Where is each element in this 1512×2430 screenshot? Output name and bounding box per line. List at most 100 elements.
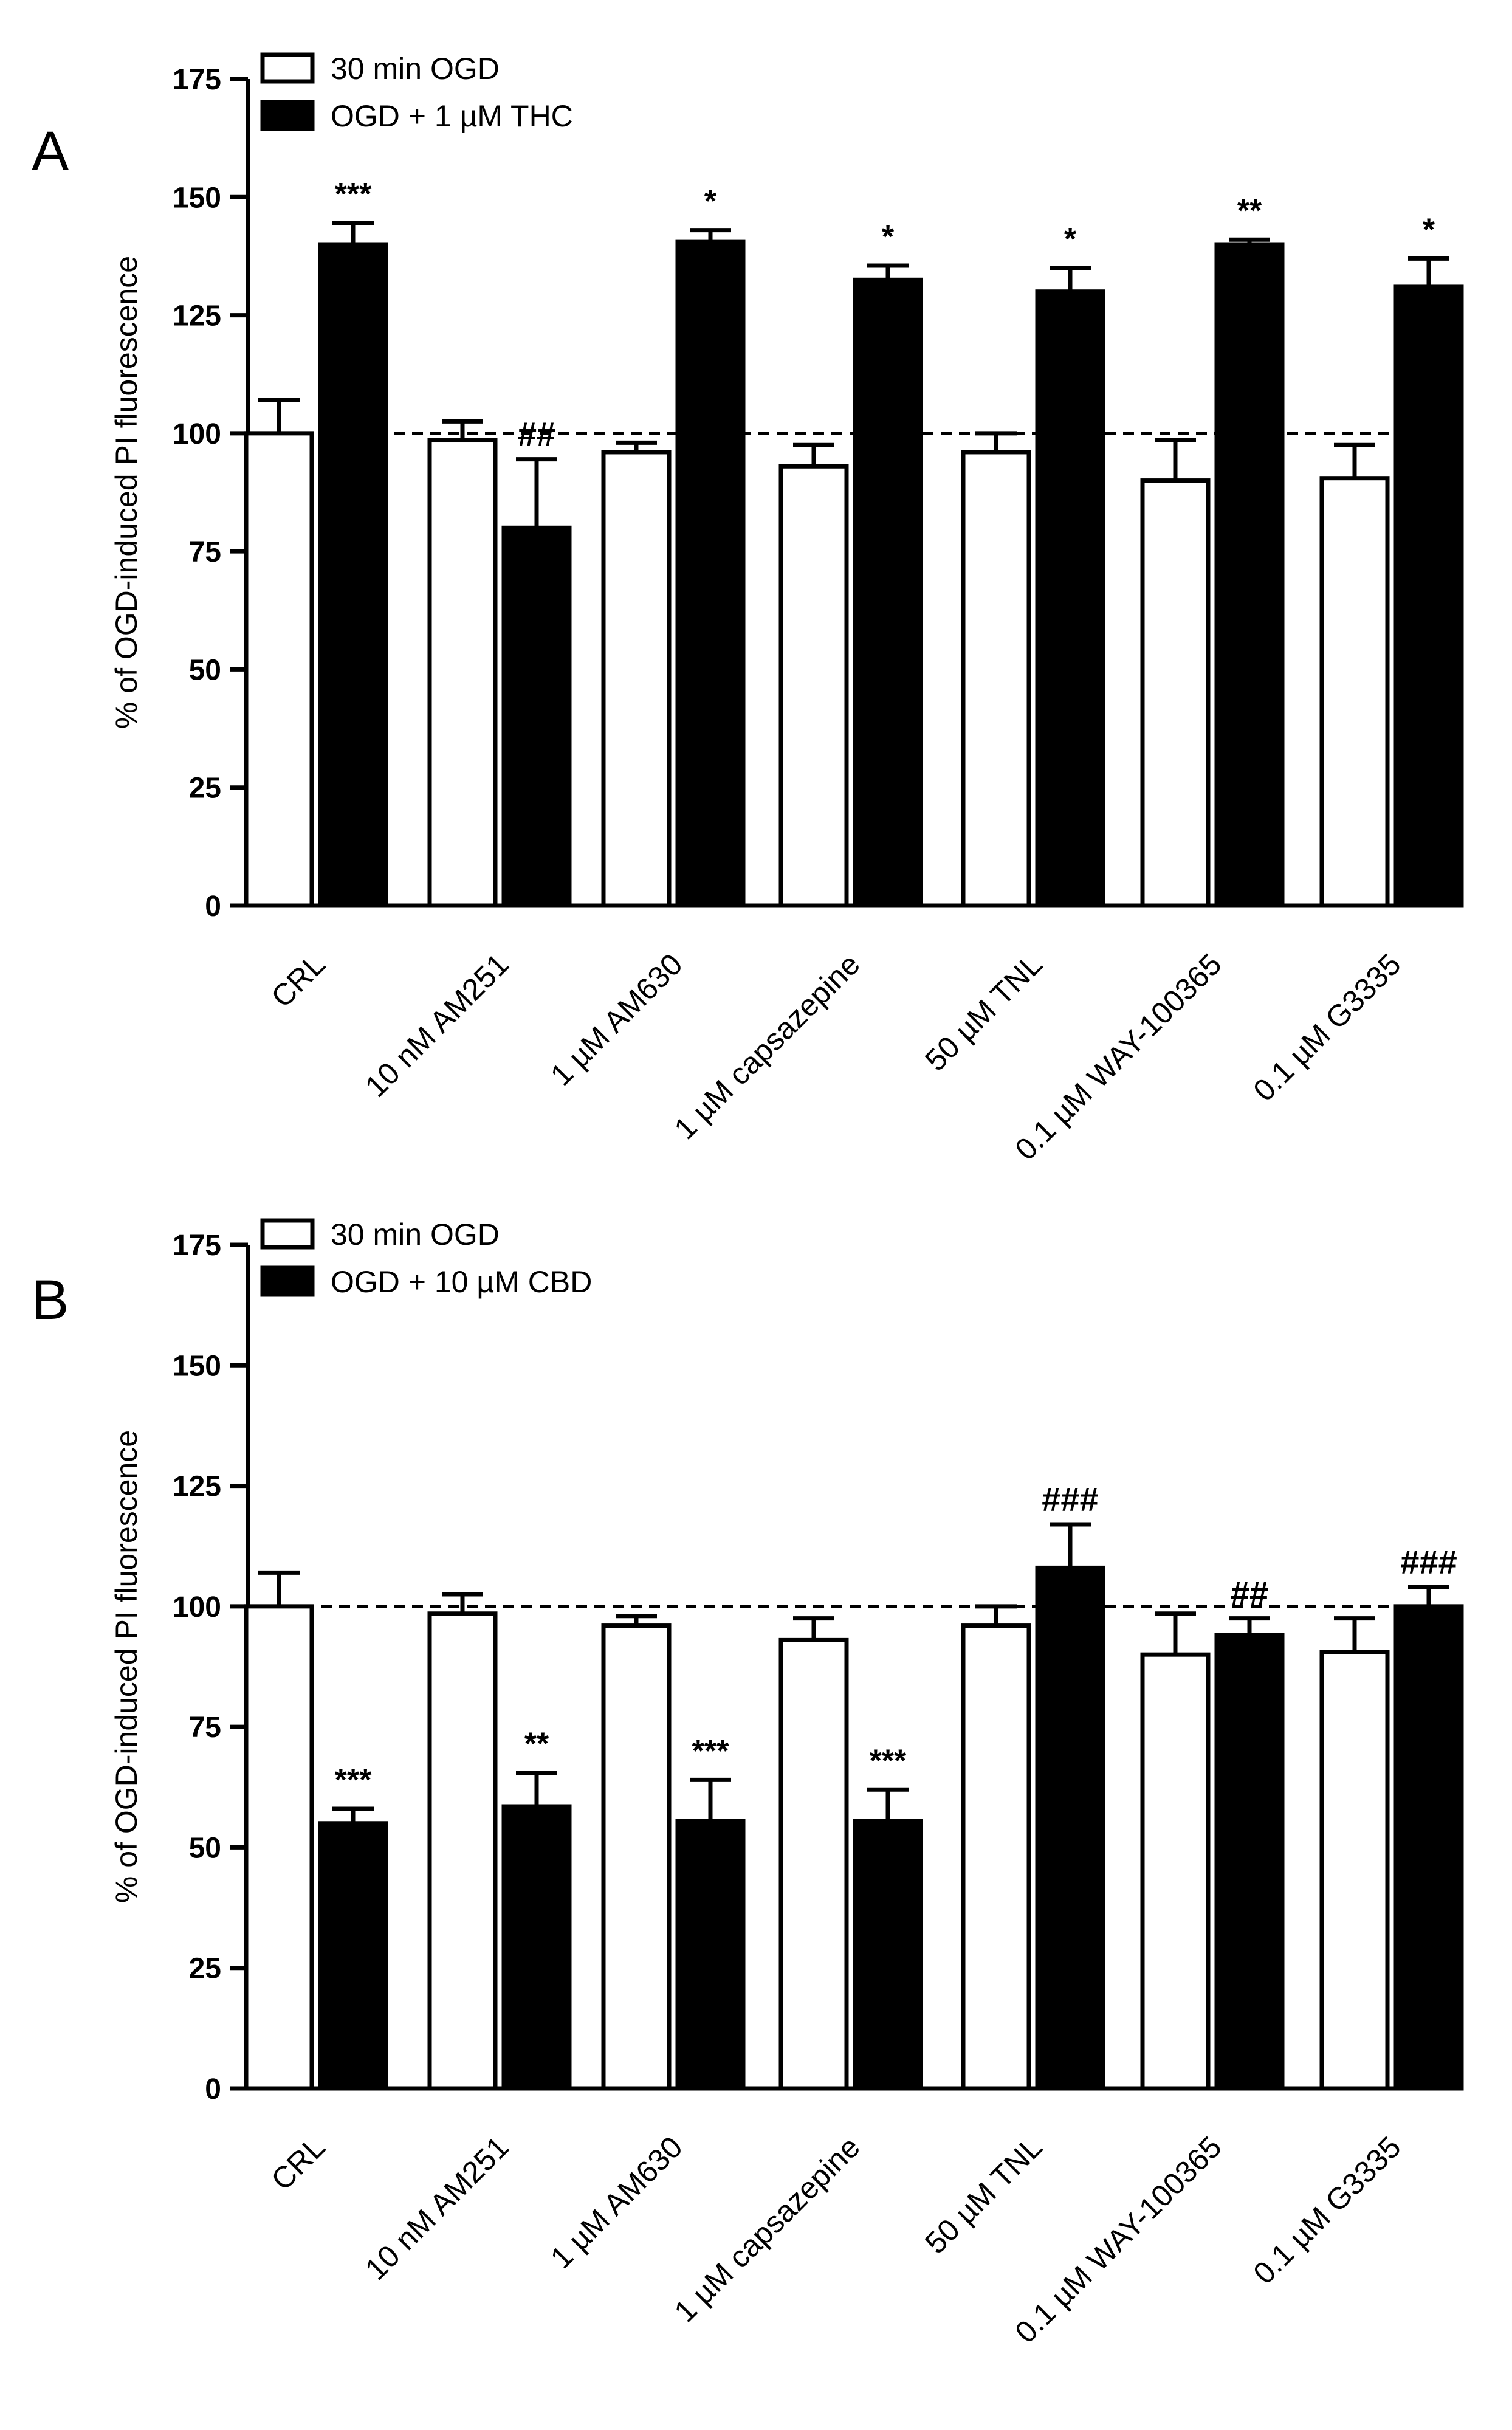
bar-treatment	[318, 242, 388, 908]
bar-ogd	[244, 431, 314, 908]
y-tick-label: 125	[173, 300, 221, 332]
bar-treatment	[501, 1804, 572, 2091]
bar-group: ***	[601, 1614, 746, 2091]
bar-ogd	[1140, 1652, 1211, 2091]
panel-a: A 0 25 50 75 100 125 150 175 % of OGD-induced PI …	[32, 52, 1464, 1167]
bar-ogd	[244, 1604, 314, 2091]
bar-treatment	[1035, 1565, 1105, 2091]
y-tick-label: 50	[189, 1832, 221, 1864]
bar-ogd	[778, 464, 849, 908]
bar-treatment	[853, 277, 923, 908]
bar-group: ***	[778, 1616, 923, 2091]
y-tick-label: 125	[173, 1471, 221, 1503]
bar-treatment	[1214, 242, 1285, 908]
bar-treatment	[1393, 284, 1464, 908]
bar-group: ###	[961, 1480, 1105, 2091]
significance-label: **	[524, 1726, 549, 1761]
significance-label: ***	[870, 1743, 907, 1778]
significance-label: *	[1064, 222, 1077, 257]
bar-treatment	[501, 525, 572, 908]
significance-label: ***	[335, 177, 372, 212]
bar-treatment	[675, 239, 746, 908]
legend-label: OGD + 1 µM THC	[331, 99, 573, 133]
bar-group: ***	[244, 1570, 388, 2091]
significance-label: *	[882, 219, 895, 255]
bar-group: **	[427, 1592, 572, 2091]
y-tick-label: 75	[189, 1712, 221, 1744]
bar-group: ***	[244, 177, 388, 908]
bar-treatment	[675, 1819, 746, 2091]
bar-ogd	[961, 450, 1031, 908]
x-tick-label: 50 µM TNL	[918, 947, 1049, 1078]
bar-ogd	[427, 438, 498, 908]
significance-label: **	[1237, 193, 1262, 229]
bar-ogd	[1319, 476, 1390, 908]
y-tick-label: 175	[173, 1230, 221, 1262]
panel-label: B	[32, 1269, 69, 1331]
significance-label: ###	[1042, 1480, 1098, 1518]
significance-label: *	[1423, 212, 1435, 247]
y-tick-label: 0	[205, 890, 221, 923]
y-tick-label: 50	[189, 654, 221, 686]
y-tick-label: 100	[173, 418, 221, 450]
legend-swatch	[260, 100, 315, 131]
x-tick-label: CRL	[264, 947, 331, 1014]
legend-label: OGD + 10 µM CBD	[331, 1265, 592, 1299]
bar-ogd	[1140, 478, 1211, 908]
bar-group: *	[1319, 212, 1464, 908]
y-tick-label: 0	[205, 2073, 221, 2105]
panel-b: B 0 25 50 75 100 125 150 175 % of OGD-induced PI …	[32, 1217, 1464, 2350]
legend-swatch	[260, 1218, 315, 1250]
y-tick-label: 75	[189, 536, 221, 568]
bar-group: ##	[1140, 1574, 1285, 2091]
x-tick-label: 0.1 µM WAY-100365	[1008, 947, 1228, 1166]
legend-swatch	[260, 52, 315, 84]
bar-ogd	[427, 1611, 498, 2091]
y-axis-label: % of OGD-induced PI fluorescence	[109, 1430, 143, 1903]
x-tick-label: 1 µM capsazepine	[668, 947, 867, 1146]
bar-group: ##	[427, 415, 572, 908]
x-tick-label: 0.1 µM G3335	[1246, 947, 1407, 1107]
bar-treatment	[853, 1819, 923, 2091]
x-tick-label: 1 µM AM630	[544, 947, 689, 1092]
bar-ogd	[601, 1623, 672, 2091]
significance-label: ***	[692, 1733, 729, 1769]
bar-treatment	[318, 1821, 388, 2091]
significance-label: ***	[335, 1763, 372, 1798]
bar-treatment	[1035, 289, 1105, 908]
bar-ogd	[961, 1623, 1031, 2091]
x-tick-label: 10 nM AM251	[359, 2130, 515, 2287]
y-tick-label: 100	[173, 1591, 221, 1623]
bar-group: ###	[1319, 1543, 1464, 2091]
bar-ogd	[778, 1637, 849, 2091]
x-tick-label: 10 nM AM251	[359, 947, 515, 1104]
bar-group: *	[961, 222, 1105, 908]
x-tick-label: 0.1 µM WAY-100365	[1008, 2130, 1228, 2349]
y-tick-label: 150	[173, 1350, 221, 1382]
legend: 30 min OGD OGD + 1 µM THC	[260, 52, 573, 133]
legend-label: 30 min OGD	[331, 52, 500, 86]
significance-label: ###	[1400, 1543, 1457, 1581]
bar-group: *	[778, 219, 923, 908]
legend-label: 30 min OGD	[331, 1217, 500, 1251]
legend-swatch	[260, 1265, 315, 1297]
y-axis-label: % of OGD-induced PI fluorescence	[109, 256, 143, 729]
x-tick-label: 1 µM AM630	[544, 2130, 689, 2275]
panel-label: A	[32, 120, 69, 182]
bar-ogd	[1319, 1650, 1390, 2091]
bar-group: **	[1140, 193, 1285, 908]
bar-treatment	[1393, 1604, 1464, 2091]
bar-group: *	[601, 184, 746, 908]
significance-label: *	[704, 184, 717, 219]
y-tick-label: 25	[189, 1953, 221, 1985]
y-tick-label: 25	[189, 773, 221, 805]
x-tick-label: 1 µM capsazepine	[668, 2130, 867, 2328]
bar-treatment	[1214, 1633, 1285, 2091]
x-tick-label: CRL	[264, 2130, 331, 2197]
legend: 30 min OGD OGD + 10 µM CBD	[260, 1217, 592, 1299]
y-tick-label: 150	[173, 182, 221, 214]
x-tick-label: 50 µM TNL	[918, 2130, 1049, 2260]
y-tick-label: 175	[173, 64, 221, 96]
